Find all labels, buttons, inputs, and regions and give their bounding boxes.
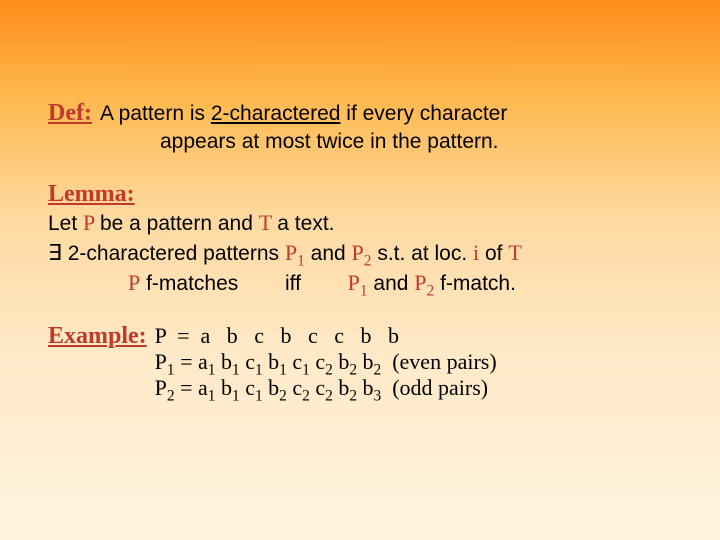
def-line2: appears at most twice in the pattern. <box>160 128 672 156</box>
lemma3-b: f-match. <box>434 272 516 295</box>
example-P2: P2 = a1 b1 c1 b2 c2 c2 b2 b3 (odd pairs) <box>155 375 497 401</box>
lemma-l1c: a text. <box>277 212 334 235</box>
lemma-l2c: of <box>479 242 508 265</box>
lemma-line2: ∃ 2-charactered patterns P1 and P2 s.t. … <box>48 238 672 268</box>
def-l1c: if every character <box>340 102 507 125</box>
def-row1: Def: A pattern is 2-charactered if every… <box>48 100 672 128</box>
slide: Def: A pattern is 2-charactered if every… <box>0 0 720 540</box>
lemma-P: P <box>83 210 100 235</box>
lemma-l2b: s.t. at loc. <box>371 242 473 265</box>
lemma3-iff: iff <box>285 272 301 295</box>
lemma-l1b: be a pattern and <box>100 212 259 235</box>
lemma-P2: P2 <box>352 240 372 265</box>
lemma3-P: P <box>128 270 140 295</box>
lemma3-P2b: P <box>414 270 426 295</box>
lemma3-P1b: P <box>348 270 360 295</box>
lemma3-a: f-matches <box>140 272 238 295</box>
lemma3-P1s: 1 <box>360 283 368 300</box>
example-P1: P1 = a1 b1 c1 b1 c1 c2 b2 b2 (even pairs… <box>155 349 497 375</box>
lemma3-and: and <box>368 272 415 295</box>
lemma-l2and: and <box>305 242 352 265</box>
lemma3-P2: P2 <box>414 270 434 295</box>
lemma-label: Lemma: <box>48 181 672 208</box>
lemma-P2-base: P <box>352 240 364 265</box>
lemma-line3: P f-matches iff P1 and P2 f-match. <box>128 268 672 298</box>
example-block: Example: P = a b c b c c b b P1 = a1 b1 … <box>48 323 672 401</box>
lemma-P1-sub: 1 <box>297 252 305 269</box>
exists-symbol: ∃ <box>48 240 62 265</box>
def-block: Def: A pattern is 2-charactered if every… <box>48 100 672 157</box>
def-l1a: A pattern is <box>100 102 211 125</box>
lemma-l1a: Let <box>48 212 83 235</box>
def-line1: A pattern is 2-charactered if every char… <box>100 100 507 128</box>
example-label: Example: <box>48 323 147 350</box>
lemma-l2a: 2-charactered patterns <box>62 242 285 265</box>
lemma-block: Lemma: Let P be a pattern and T a text. … <box>48 181 672 299</box>
def-label: Def: <box>48 100 92 127</box>
example-row1: Example: P = a b c b c c b b P1 = a1 b1 … <box>48 323 672 401</box>
example-body: P = a b c b c c b b P1 = a1 b1 c1 b1 c1 … <box>155 323 497 401</box>
def-l1b: 2-charactered <box>211 102 341 125</box>
lemma-P1: P1 <box>285 240 305 265</box>
lemma3-P1: P1 <box>348 270 368 295</box>
example-P: P = a b c b c c b b <box>155 323 497 349</box>
lemma-line1: Let P be a pattern and T a text. <box>48 208 672 238</box>
lemma-T2: T <box>508 240 521 265</box>
lemma-T: T <box>259 210 278 235</box>
lemma-P1-base: P <box>285 240 297 265</box>
